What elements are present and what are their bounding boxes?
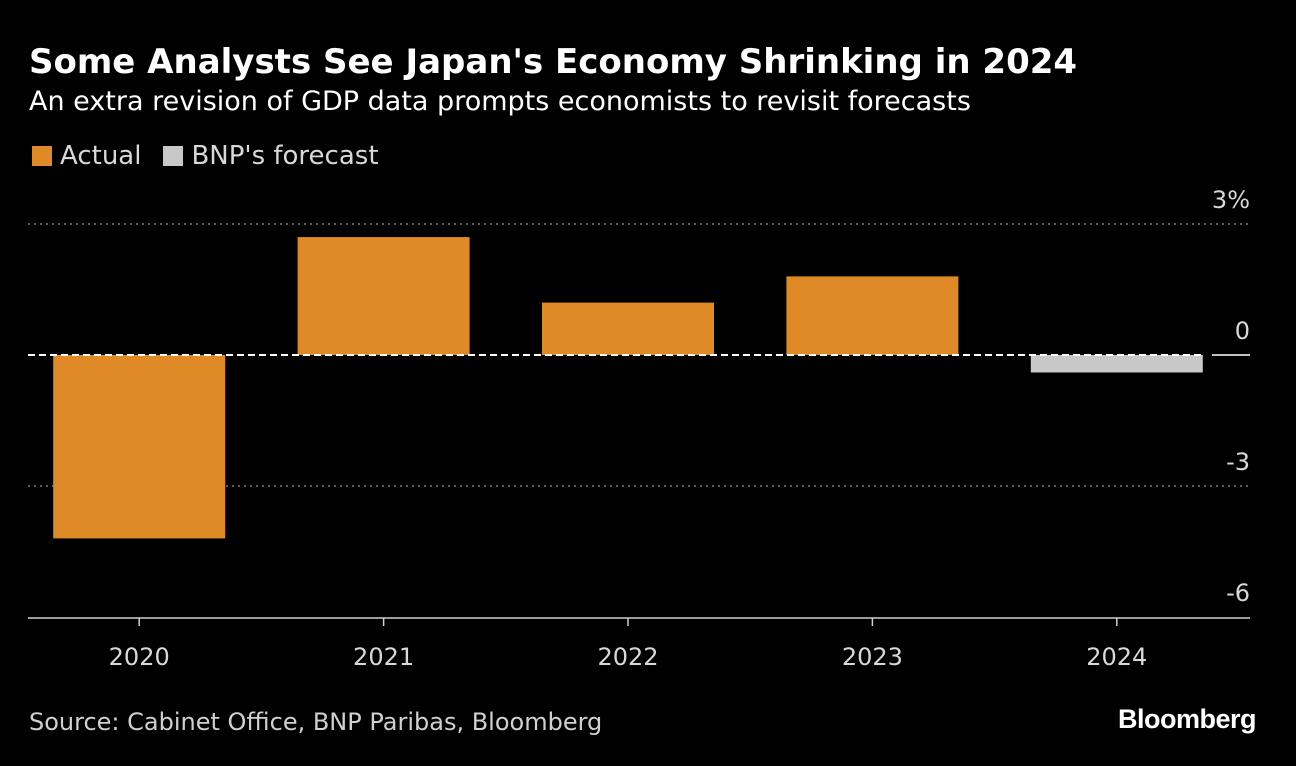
y-tick-label-2: -3 bbox=[1226, 448, 1250, 476]
x-tick-label-2020: 2020 bbox=[109, 643, 170, 671]
bar-actual-2022 bbox=[542, 302, 714, 355]
legend-item-forecast: BNP's forecast bbox=[163, 141, 379, 171]
legend: Actual BNP's forecast bbox=[32, 141, 401, 171]
legend-swatch-actual bbox=[32, 146, 52, 166]
legend-label-actual: Actual bbox=[60, 141, 142, 171]
x-tick-label-2023: 2023 bbox=[842, 643, 903, 671]
x-tick-label-2024: 2024 bbox=[1086, 643, 1147, 671]
legend-swatch-forecast bbox=[163, 146, 184, 166]
x-tick-label-2021: 2021 bbox=[353, 643, 414, 671]
bar-actual-2023 bbox=[786, 276, 959, 355]
y-tick-label-1: 0 bbox=[1235, 317, 1250, 345]
legend-item-actual: Actual bbox=[32, 141, 141, 171]
bloomberg-logo: Bloomberg bbox=[1117, 704, 1257, 734]
x-tick-label-2022: 2022 bbox=[597, 643, 658, 671]
y-tick-label-3: -6 bbox=[1226, 579, 1250, 607]
bar-actual-2021 bbox=[297, 237, 470, 355]
source-note: Source: Cabinet Office, BNP Paribas, Blo… bbox=[29, 708, 603, 736]
chart-title: Some Analysts See Japan's Economy Shrink… bbox=[29, 42, 1078, 82]
legend-label-forecast: BNP's forecast bbox=[191, 141, 379, 171]
bar-forecast-2024 bbox=[1030, 355, 1203, 373]
y-tick-label-0: 3% bbox=[1212, 186, 1250, 214]
chart-subtitle: An extra revision of GDP data prompts ec… bbox=[29, 86, 971, 117]
bar-actual-2020 bbox=[53, 355, 226, 539]
